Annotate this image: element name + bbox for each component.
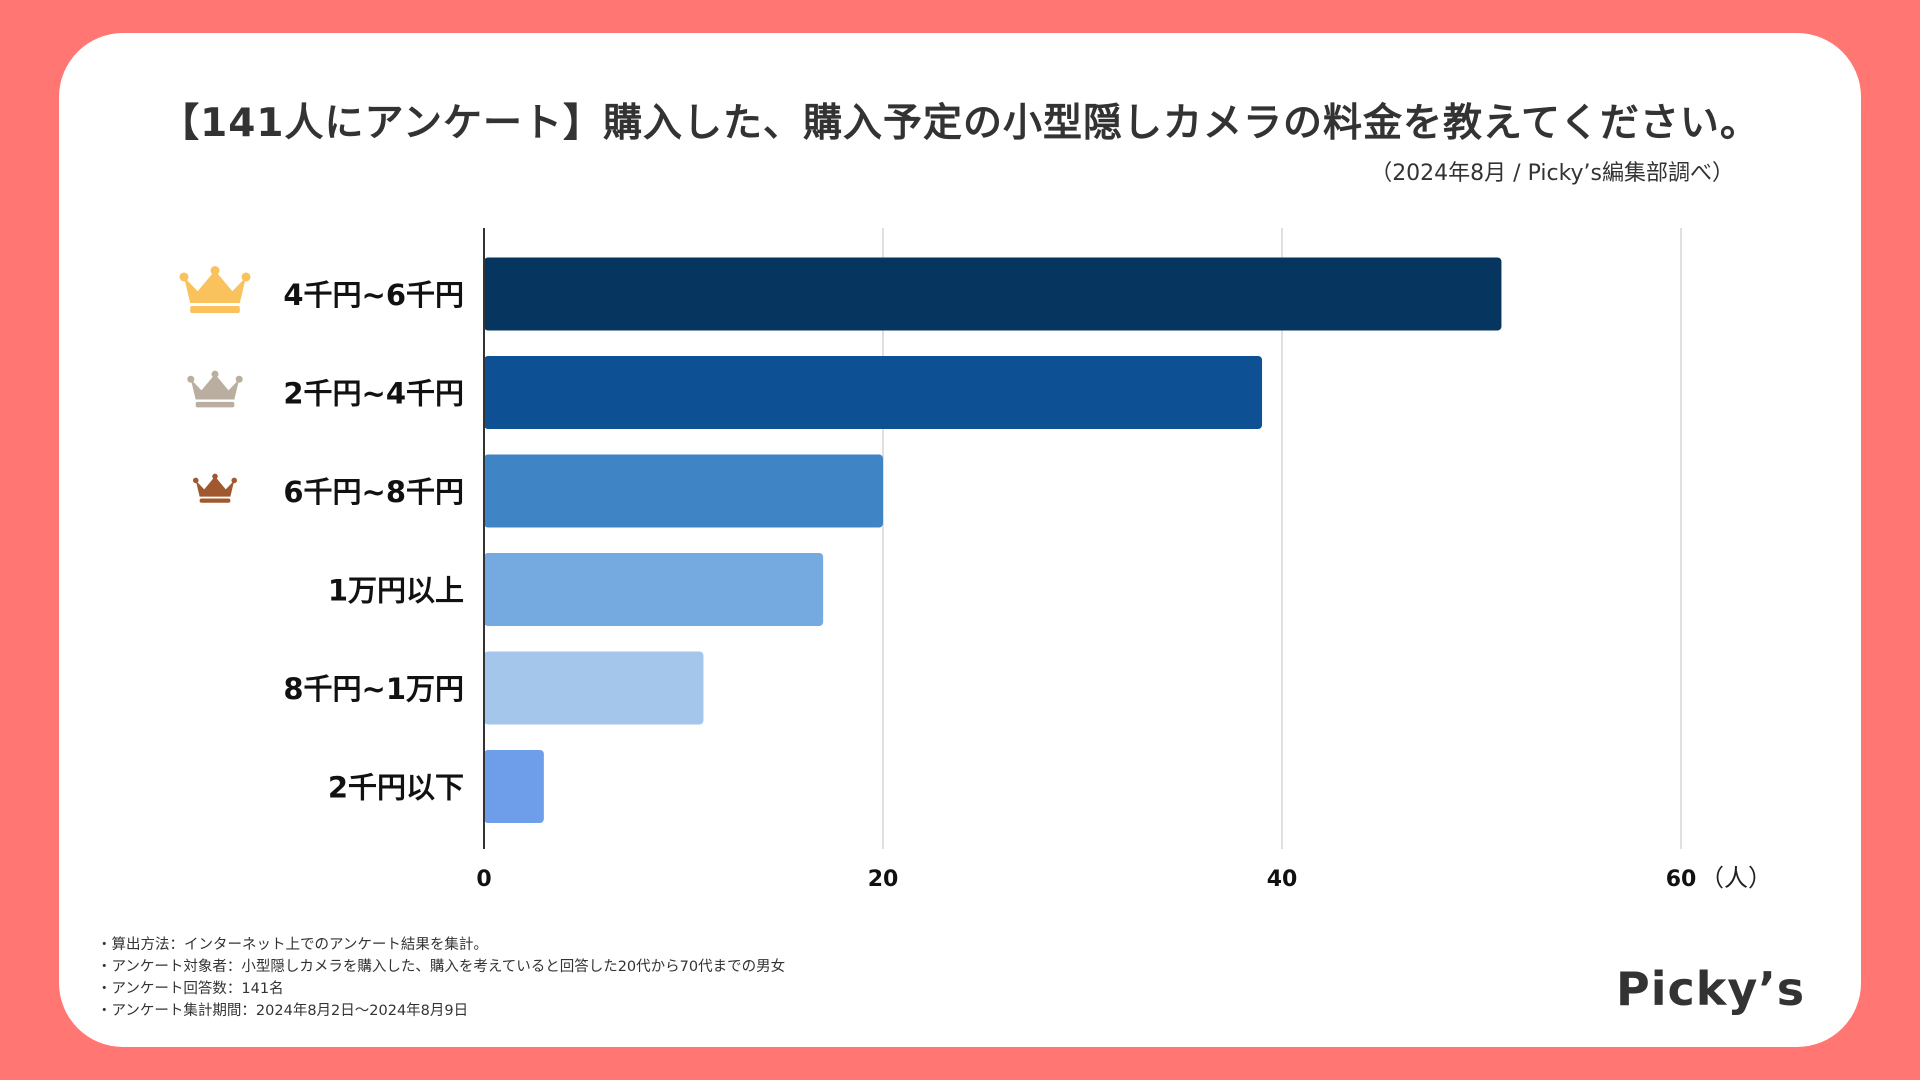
bronze-crown-icon-base [199,498,231,503]
x-tick-label: 40 [1267,867,1298,892]
category-label: 8千円~1万円 [283,672,464,706]
silver-crown-icon-tip [187,375,195,383]
silver-crown-icon-tip [211,370,219,378]
x-tick-label: 20 [868,867,899,892]
category-label: 4千円~6千円 [283,278,464,312]
category-label: 1万円以上 [328,574,464,608]
note-count: ・アンケート回答数：141名 [97,981,284,997]
chart-card [59,33,1861,1047]
bar [484,750,544,823]
gold-crown-icon-tip [179,272,189,282]
bronze-crown-icon-tip [192,477,199,484]
note-target: ・アンケート対象者：小型隠しカメラを購入した、購入を考えていると回答した20代か… [97,959,786,975]
chart-subtitle: （2024年8月 / Picky’s編集部調べ） [1370,161,1734,186]
note-method: ・算出方法：インターネット上でのアンケート結果を集計。 [97,937,488,953]
gold-crown-icon-tip [241,272,251,282]
bar [484,356,1263,429]
category-label: 6千円~8千円 [283,475,464,509]
x-tick-label: 0 [476,867,491,892]
chart-title: 【141人にアンケート】購入した、購入予定の小型隠しカメラの料金を教えてください… [160,101,1760,146]
x-axis-unit-label: （人） [1700,864,1772,892]
category-label: 2千円以下 [328,771,464,805]
gold-crown-icon-base [190,306,240,313]
bronze-crown-icon [195,476,235,497]
gold-crown-icon [184,270,246,303]
bar [484,553,824,626]
pickys-logo: Picky’s [1616,962,1806,1016]
bronze-crown-icon-tip [212,473,218,480]
x-tick-label: 60 [1666,867,1697,892]
note-period: ・アンケート集計期間：2024年8月2日〜2024年8月9日 [97,1003,469,1019]
bar [484,454,883,528]
silver-crown-icon [190,374,240,400]
category-label: 2千円~4千円 [283,377,464,411]
bronze-crown-icon-tip [231,477,238,484]
bar [484,257,1502,331]
survey-notes: ・算出方法：インターネット上でのアンケート結果を集計。 ・アンケート対象者：小型… [97,934,785,1022]
silver-crown-icon-base [195,401,235,408]
gold-crown-icon-tip [210,266,220,275]
bar [484,651,704,725]
silver-crown-icon-tip [235,375,243,383]
